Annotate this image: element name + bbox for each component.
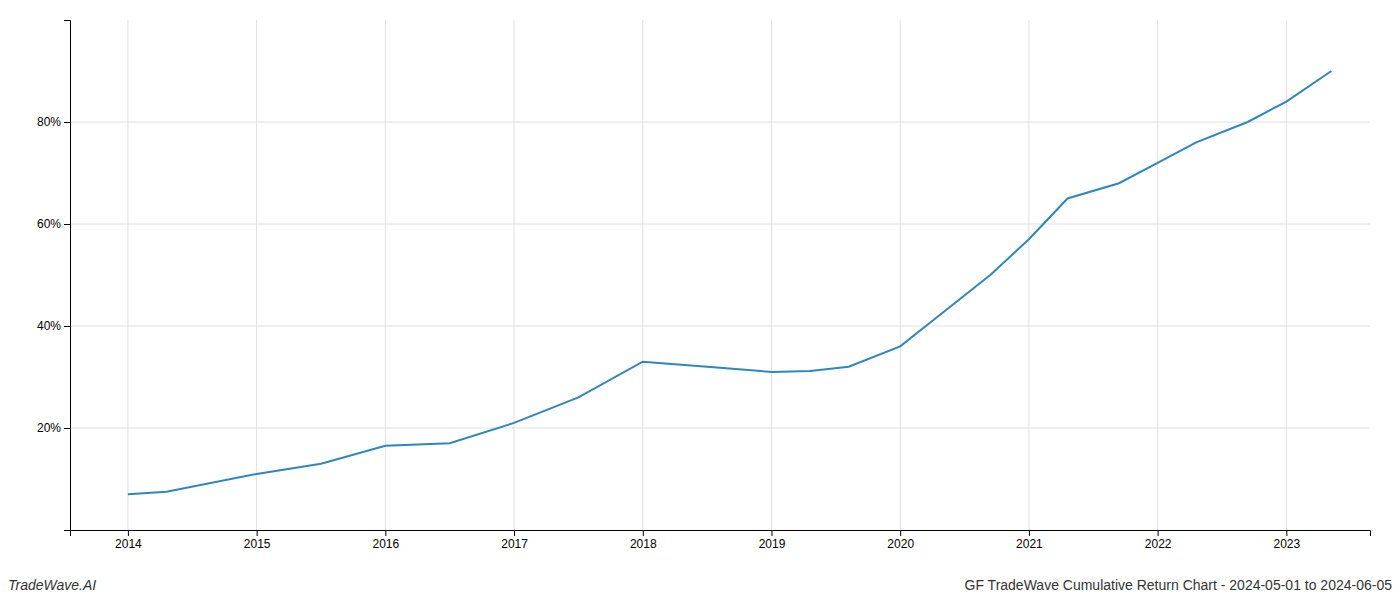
x-tick-mark (128, 530, 129, 536)
y-tick-mark (64, 326, 70, 327)
x-tick: 2014 (115, 530, 142, 551)
x-tick-label: 2016 (372, 537, 399, 551)
y-tick-mark (64, 224, 70, 225)
grid-line-x (642, 20, 643, 530)
y-axis-line (64, 21, 71, 531)
grid-line-x (1286, 20, 1287, 530)
y-tick-mark (64, 122, 70, 123)
y-tick: 60% (37, 217, 70, 231)
x-tick-label: 2021 (1016, 537, 1043, 551)
x-tick-label: 2018 (630, 537, 657, 551)
x-tick: 2020 (887, 530, 914, 551)
x-tick-mark (514, 530, 515, 536)
x-tick-mark (257, 530, 258, 536)
x-tick-mark (385, 530, 386, 536)
x-tick-mark (771, 530, 772, 536)
x-tick: 2021 (1016, 530, 1043, 551)
title: GF TradeWave Cumulative Return Chart - 2… (965, 577, 1393, 593)
grid (70, 20, 1370, 530)
grid-line-y (70, 224, 1370, 225)
y-axis: 20% 40% 60% 80% (37, 21, 71, 531)
x-tick-mark (643, 530, 644, 536)
x-tick: 2022 (1145, 530, 1172, 551)
chart: 2014 2015 2016 2017 2018 2019 2020 2021 2022 2023… (0, 0, 1400, 600)
x-tick-mark (1286, 530, 1287, 536)
x-tick-label: 2023 (1273, 537, 1300, 551)
x-tick-mark (1158, 530, 1159, 536)
y-tick-mark (64, 428, 70, 429)
grid-line-x (514, 20, 515, 530)
y-tick: 20% (37, 421, 70, 435)
x-tick-label: 2019 (759, 537, 786, 551)
grid-line-x (385, 20, 386, 530)
y-tick-label: 80% (37, 115, 61, 129)
grid-line-x (771, 20, 772, 530)
x-tick: 2023 (1273, 530, 1300, 551)
line (128, 71, 1331, 494)
grid-line-x (127, 20, 128, 530)
x-tick-label: 2022 (1145, 537, 1172, 551)
y-tick-label: 40% (37, 319, 61, 333)
y-tick-label: 60% (37, 217, 61, 231)
x-tick: 2019 (759, 530, 786, 551)
y-tick: 80% (37, 115, 70, 129)
x-tick-mark (1029, 530, 1030, 536)
x-tick: 2018 (630, 530, 657, 551)
x-axis-line (71, 531, 1371, 537)
y-tick: 40% (37, 319, 70, 333)
grid-line-y (70, 428, 1370, 429)
x-tick: 2016 (372, 530, 399, 551)
plot-area: 2014 2015 2016 2017 2018 2019 2020 2021 2022 2023… (37, 20, 1371, 551)
grid-line-x (1157, 20, 1158, 530)
x-axis: 2014 2015 2016 2017 2018 2019 2020 2021 2022 2023 (71, 530, 1371, 551)
x-tick-label: 2020 (887, 537, 914, 551)
x-tick-label: 2014 (115, 537, 142, 551)
x-tick-label: 2015 (244, 537, 271, 551)
grid-line-y (70, 122, 1370, 123)
marks (128, 71, 1331, 494)
x-tick: 2015 (244, 530, 271, 551)
y-tick-label: 20% (37, 421, 61, 435)
grid-line-x (256, 20, 257, 530)
x-tick: 2017 (501, 530, 528, 551)
watermark: TradeWave.AI (8, 577, 96, 593)
grid-line-x (1028, 20, 1029, 530)
x-tick-mark (900, 530, 901, 536)
x-tick-label: 2017 (501, 537, 528, 551)
grid-line-y (70, 326, 1370, 327)
grid-line-x (900, 20, 901, 530)
